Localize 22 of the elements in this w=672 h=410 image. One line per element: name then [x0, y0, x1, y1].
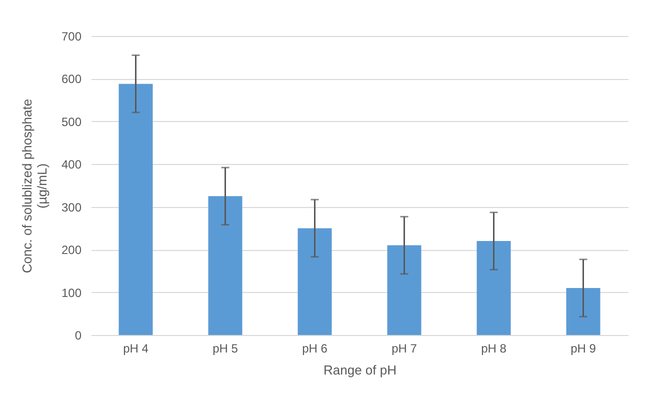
- y-tick-label: 300: [61, 200, 82, 214]
- x-tick-label: pH 9: [570, 342, 596, 356]
- x-tick-label: pH 5: [212, 342, 238, 356]
- x-axis-title: Range of pH: [324, 362, 396, 378]
- y-tick-label: 700: [61, 30, 82, 44]
- bar: [298, 228, 332, 335]
- bar: [208, 196, 242, 335]
- y-tick-label: 500: [61, 114, 82, 129]
- bar: [476, 241, 511, 335]
- y-axis-title: Conc. of solublized phosphate (µg/mL): [19, 98, 50, 274]
- y-tick-label: 600: [61, 72, 82, 86]
- y-tick-label: 200: [61, 243, 82, 258]
- x-tick-label: pH 7: [392, 342, 418, 356]
- bar: [118, 84, 153, 335]
- bar: [566, 288, 600, 335]
- x-tick-label: pH 4: [123, 342, 149, 356]
- y-tick-label: 100: [61, 286, 82, 300]
- bar: [387, 245, 422, 335]
- y-tick-label: 400: [61, 158, 82, 172]
- x-tick-label: pH 6: [302, 342, 328, 356]
- y-tick-label: 0: [74, 328, 82, 342]
- x-tick-label: pH 8: [481, 342, 507, 356]
